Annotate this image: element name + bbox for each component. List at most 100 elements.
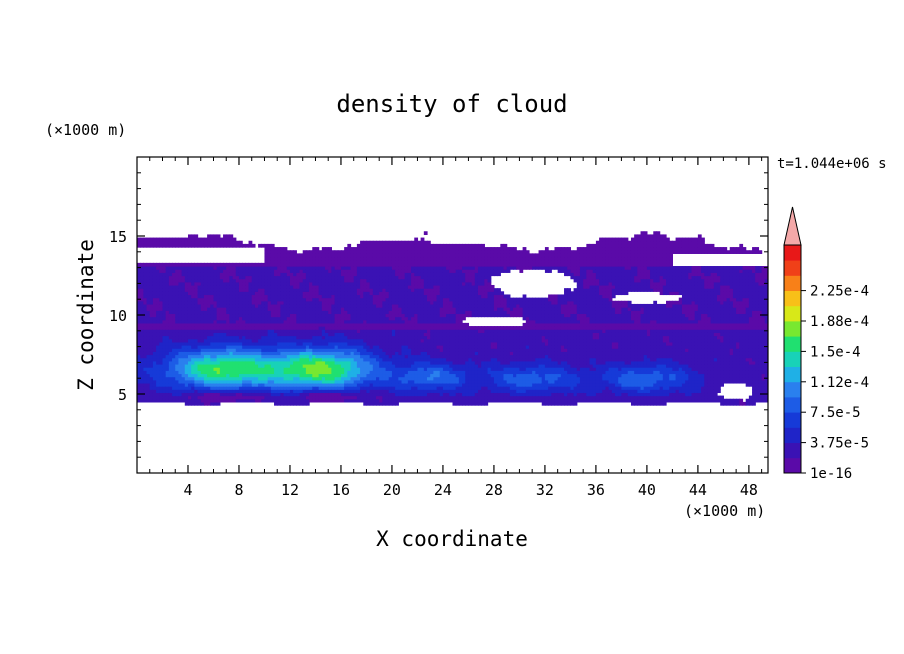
contour-cell bbox=[165, 367, 170, 371]
contour-cell bbox=[184, 348, 189, 352]
contour-cell bbox=[184, 284, 189, 289]
contour-cell bbox=[152, 278, 157, 283]
contour-cell bbox=[194, 376, 199, 381]
contour-cell bbox=[149, 294, 154, 299]
contour-cell bbox=[197, 376, 202, 381]
contour-cell bbox=[194, 313, 199, 318]
contour-cell bbox=[172, 266, 176, 270]
contour-cell bbox=[172, 345, 176, 349]
contour-cell bbox=[197, 332, 202, 337]
contour-cell bbox=[149, 262, 154, 267]
contour-cell bbox=[197, 307, 202, 311]
contour-cell bbox=[184, 392, 189, 397]
contour-cell bbox=[197, 272, 202, 277]
contour-cell bbox=[184, 269, 189, 273]
contour-cell bbox=[149, 363, 154, 368]
contour-cell bbox=[168, 281, 173, 286]
contour-cell bbox=[194, 357, 199, 362]
contour-cell bbox=[152, 386, 157, 390]
contour-cell bbox=[137, 335, 141, 340]
contour-cell bbox=[187, 319, 192, 324]
contour-cell bbox=[191, 373, 195, 378]
contour-cell bbox=[146, 284, 151, 289]
contour-cell bbox=[191, 329, 195, 333]
contour-cell bbox=[172, 363, 176, 368]
contour-cell bbox=[165, 395, 170, 400]
contour-cell bbox=[194, 326, 199, 330]
contour-cell bbox=[165, 278, 170, 283]
contour-cell bbox=[162, 243, 167, 248]
contour-cell bbox=[156, 338, 160, 343]
contour-cell bbox=[162, 272, 167, 277]
contour-cell bbox=[184, 297, 189, 302]
contour-cell bbox=[159, 322, 164, 327]
contour-cell bbox=[137, 338, 141, 343]
contour-cell bbox=[140, 382, 144, 387]
contour-cell bbox=[184, 357, 189, 362]
contour-cell bbox=[178, 370, 183, 375]
contour-cell bbox=[137, 367, 141, 371]
contour-cell bbox=[162, 278, 167, 283]
contour-cell bbox=[191, 307, 195, 311]
contour-cell bbox=[187, 275, 192, 280]
contour-cell bbox=[187, 370, 192, 375]
contour-cell bbox=[149, 303, 154, 308]
contour-cell bbox=[168, 307, 173, 311]
contour-cell bbox=[184, 382, 189, 387]
contour-cell bbox=[178, 284, 183, 289]
contour-cell bbox=[175, 303, 180, 308]
contour-cell bbox=[191, 367, 195, 371]
contour-cell bbox=[152, 373, 157, 378]
contour-cell bbox=[137, 300, 141, 305]
contour-cell bbox=[181, 288, 186, 292]
contour-cell bbox=[194, 269, 199, 273]
contour-cell bbox=[191, 272, 195, 277]
contour-cell bbox=[140, 284, 144, 289]
contour-cell bbox=[178, 345, 183, 349]
contour-cell bbox=[165, 357, 170, 362]
contour-cell bbox=[194, 300, 199, 305]
contour-cell bbox=[140, 338, 144, 343]
contour-cell bbox=[175, 316, 180, 321]
contour-cell bbox=[149, 345, 154, 349]
contour-cell bbox=[194, 367, 199, 371]
contour-cell bbox=[175, 389, 180, 394]
contour-cell bbox=[191, 341, 195, 346]
contour-cell bbox=[146, 310, 151, 315]
contour-cell bbox=[181, 335, 186, 340]
contour-cell bbox=[165, 392, 170, 397]
contour-cell bbox=[184, 326, 189, 330]
contour-cell bbox=[168, 319, 173, 324]
contour-cell bbox=[165, 329, 170, 333]
contour-cell bbox=[165, 307, 170, 311]
contour-cell bbox=[165, 322, 170, 327]
contour-cell bbox=[149, 338, 154, 343]
contour-cell bbox=[140, 379, 144, 384]
contour-cell bbox=[152, 354, 157, 359]
contour-cell bbox=[181, 351, 186, 356]
x-unit-label: (×1000 m) bbox=[684, 502, 765, 520]
contour-cell bbox=[172, 360, 176, 365]
contour-cell bbox=[159, 237, 164, 242]
contour-cell bbox=[146, 354, 151, 359]
contour-cell bbox=[181, 345, 186, 349]
contour-cell bbox=[197, 310, 202, 315]
contour-cell bbox=[165, 288, 170, 292]
contour-cell bbox=[149, 272, 154, 277]
contour-cell bbox=[156, 351, 160, 356]
contour-cell bbox=[165, 300, 170, 305]
contour-cell bbox=[165, 373, 170, 378]
contour-cell bbox=[149, 278, 154, 283]
contour-cell bbox=[168, 240, 173, 245]
contour-cell bbox=[172, 300, 176, 305]
contour-cell bbox=[168, 294, 173, 299]
contour-cell bbox=[175, 278, 180, 283]
contour-cell bbox=[184, 294, 189, 299]
contour-cell bbox=[197, 363, 202, 368]
contour-cell bbox=[181, 389, 186, 394]
contour-cell bbox=[149, 300, 154, 305]
contour-cell bbox=[191, 291, 195, 296]
contour-cell bbox=[149, 348, 154, 352]
contour-cell bbox=[184, 332, 189, 337]
contour-cell bbox=[172, 288, 176, 292]
